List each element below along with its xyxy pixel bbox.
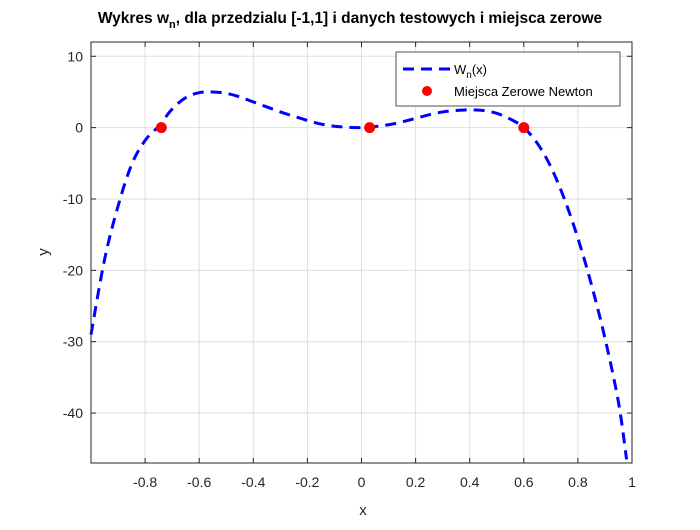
y-tick-label: -40 [63, 405, 83, 421]
y-tick-label: -10 [63, 191, 83, 207]
y-axis-label: y [35, 248, 52, 256]
series-layer [89, 90, 629, 460]
y-tick-label: -30 [63, 334, 83, 350]
x-axis-label: x [359, 502, 367, 519]
chart-title: Wykres wn, dla przedzialu [-1,1] i danyc… [98, 10, 603, 31]
zero-point-marker [518, 122, 530, 134]
x-tick-label: 0.4 [460, 474, 480, 490]
x-tick-label: -0.2 [295, 474, 319, 490]
legend-label-wn: Wn(x) [454, 62, 487, 81]
wn-curve-line [89, 90, 629, 460]
legend-label-wn-sub: n [466, 70, 472, 81]
legend-marker-swatch [422, 86, 432, 96]
title-subscript: n [169, 19, 176, 31]
legend: Wn(x) Miejsca Zerowe Newton [395, 51, 621, 107]
title-rest: , dla przedzialu [-1,1] i danych testowy… [176, 10, 603, 27]
y-tick-label: 0 [75, 120, 83, 136]
x-tick-label: 0 [358, 474, 366, 490]
zero-markers [155, 122, 530, 134]
title-main: Wykres w [98, 10, 170, 27]
legend-label-wn-main: W [454, 62, 467, 77]
zero-point-marker [364, 122, 376, 134]
x-tick-label: 0.2 [406, 474, 426, 490]
zero-point-marker [155, 122, 167, 134]
y-tick-label: 10 [67, 48, 83, 64]
legend-label-wn-rest: (x) [472, 62, 487, 77]
x-tick-label: -0.4 [241, 474, 265, 490]
y-tick-label: -20 [63, 262, 83, 278]
x-tick-label: -0.8 [133, 474, 157, 490]
legend-label-zeros: Miejsca Zerowe Newton [454, 84, 593, 99]
x-tick-label: 0.6 [514, 474, 534, 490]
x-tick-label: 0.8 [568, 474, 588, 490]
x-tick-label: 1 [628, 474, 636, 490]
x-tick-label: -0.6 [187, 474, 211, 490]
axis-ticks: -0.8 -0.6 -0.4 -0.2 0 0.2 0.4 0.6 0.8 1 -40 -30 -20 -… [63, 42, 636, 490]
legend-box [395, 51, 621, 107]
